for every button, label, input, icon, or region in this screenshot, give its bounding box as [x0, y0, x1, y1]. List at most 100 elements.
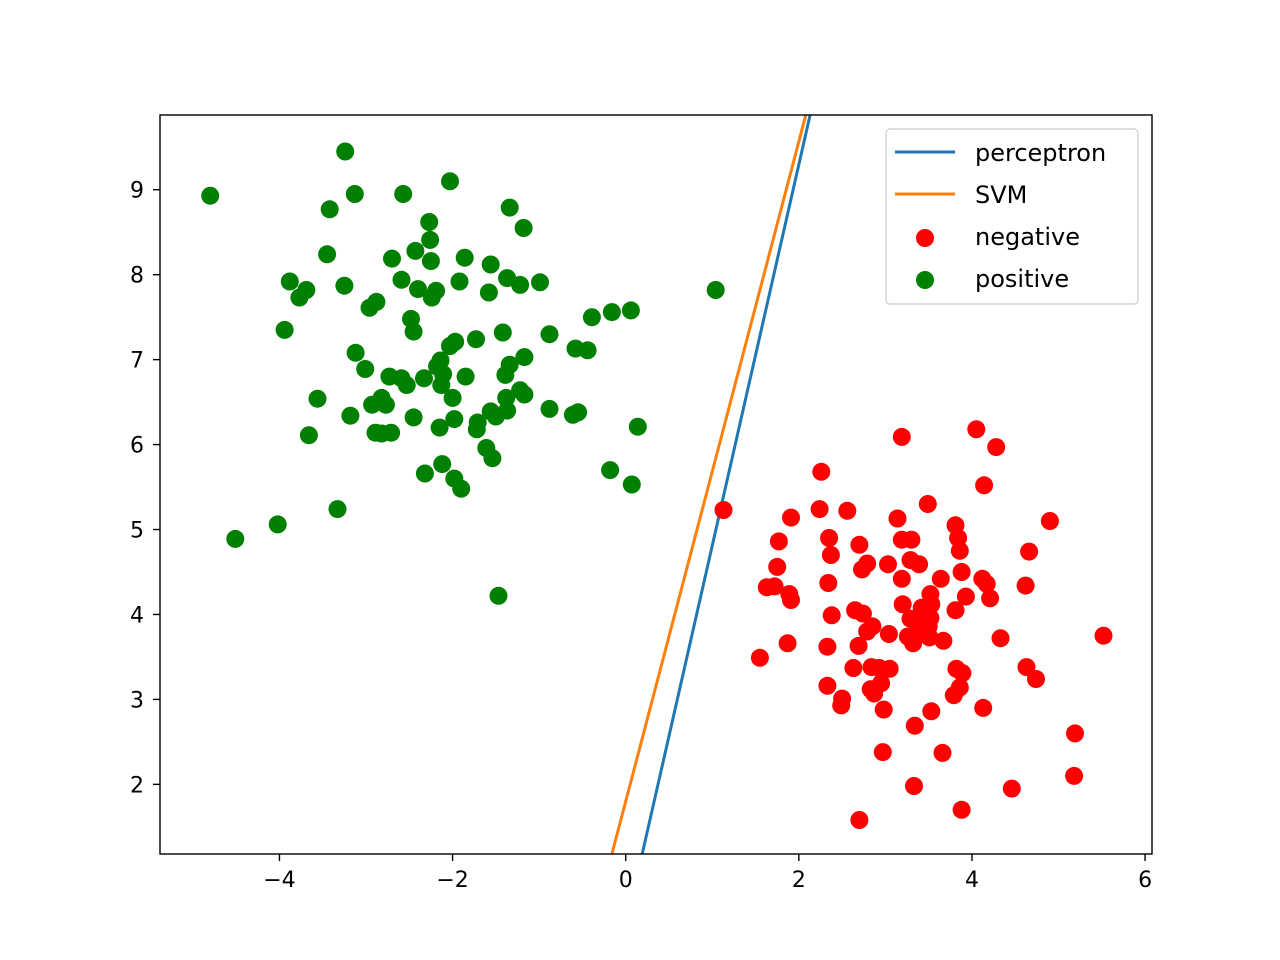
point-positive-67: [540, 399, 559, 418]
legend-label-positive: positive: [975, 265, 1069, 293]
y-tick-label: 5: [130, 519, 144, 544]
x-tick-label: 6: [1138, 868, 1152, 893]
point-positive-66: [363, 395, 382, 414]
point-positive-44: [578, 341, 597, 360]
point-positive-18: [450, 272, 469, 291]
point-positive-40: [467, 330, 485, 349]
point-positive-21: [531, 273, 549, 292]
point-negative-59: [920, 628, 939, 647]
point-positive-34: [621, 301, 640, 320]
point-positive-72: [498, 401, 517, 420]
point-positive-24: [409, 280, 427, 299]
x-tick-label: 0: [619, 868, 633, 893]
point-negative-26: [879, 555, 897, 574]
point-negative-40: [956, 587, 975, 606]
point-positive-3: [345, 185, 364, 203]
point-positive-12: [383, 249, 401, 268]
point-negative-94: [952, 800, 971, 819]
point-positive-93: [268, 515, 287, 534]
series-line-svm: [610, 115, 808, 854]
point-positive-28: [290, 288, 309, 307]
point-positive-11: [318, 245, 337, 264]
point-positive-88: [415, 464, 434, 483]
point-positive-33: [602, 303, 621, 322]
point-positive-60: [515, 385, 534, 404]
point-negative-6: [810, 500, 829, 519]
point-negative-45: [822, 606, 841, 625]
point-positive-9: [421, 230, 440, 249]
point-negative-68: [844, 659, 863, 677]
point-positive-73: [341, 406, 360, 425]
point-positive-37: [275, 320, 294, 339]
point-positive-61: [443, 388, 462, 407]
x-tick-label: −2: [436, 868, 468, 893]
point-positive-10: [406, 241, 425, 260]
point-negative-21: [821, 546, 840, 564]
legend-swatch-negative: [916, 229, 934, 247]
point-negative-35: [819, 574, 838, 592]
point-positive-92: [328, 500, 347, 519]
point-positive-14: [421, 252, 440, 271]
point-negative-11: [888, 509, 907, 528]
point-negative-15: [850, 535, 869, 554]
point-negative-28: [952, 563, 971, 581]
x-tick-label: 4: [965, 868, 979, 893]
point-positive-82: [299, 426, 318, 445]
point-positive-56: [415, 369, 433, 388]
point-negative-83: [832, 696, 851, 715]
point-negative-23: [768, 557, 787, 576]
point-positive-57: [397, 376, 416, 395]
point-positive-27: [479, 283, 498, 302]
point-positive-85: [483, 449, 502, 468]
point-negative-95: [850, 811, 869, 829]
point-negative-75: [1027, 670, 1045, 688]
point-negative-84: [874, 700, 893, 719]
point-negative-61: [991, 629, 1010, 648]
point-negative-66: [904, 634, 923, 653]
points-layer: [201, 142, 1113, 829]
point-positive-1: [441, 172, 459, 191]
point-negative-79: [865, 684, 884, 703]
point-negative-13: [769, 532, 788, 551]
point-positive-36: [404, 322, 423, 341]
point-negative-27: [910, 555, 929, 574]
point-negative-47: [853, 604, 872, 623]
point-positive-30: [360, 298, 379, 317]
series-line-perceptron: [640, 115, 812, 854]
y-axis: 2 3 4 5 6 7 8 9: [130, 179, 160, 798]
point-positive-39: [540, 325, 559, 344]
point-negative-62: [1094, 626, 1113, 645]
point-negative-8: [918, 495, 937, 513]
point-positive-78: [430, 418, 449, 437]
point-positive-32: [582, 308, 601, 327]
x-axis: −4 −2 0 2 4 6: [263, 854, 1152, 893]
y-tick-label: 3: [130, 688, 144, 713]
point-negative-85: [922, 702, 941, 721]
y-tick-label: 8: [130, 264, 144, 289]
point-negative-4: [975, 476, 994, 495]
point-positive-7: [420, 213, 439, 231]
point-positive-31: [706, 281, 725, 299]
point-negative-44: [922, 595, 941, 614]
point-positive-90: [452, 479, 471, 498]
x-tick-label: 2: [792, 868, 806, 893]
point-positive-83: [628, 417, 647, 436]
point-negative-29: [892, 569, 911, 588]
point-positive-46: [515, 348, 534, 367]
point-negative-38: [782, 591, 800, 609]
legend-label-negative: negative: [975, 223, 1080, 251]
legend: perceptron SVM negative positive: [885, 128, 1139, 305]
point-negative-86: [974, 698, 993, 717]
point-positive-52: [456, 367, 475, 386]
point-positive-22: [335, 276, 354, 295]
point-negative-41: [981, 589, 1000, 608]
point-negative-5: [812, 462, 831, 481]
point-negative-30: [931, 569, 950, 588]
legend-box: [885, 128, 1139, 305]
y-tick-label: 7: [130, 349, 144, 374]
point-negative-76: [818, 676, 837, 695]
point-negative-2: [967, 420, 986, 439]
point-negative-25: [858, 554, 877, 573]
x-tick-label: −4: [263, 868, 295, 893]
point-positive-74: [404, 408, 423, 427]
